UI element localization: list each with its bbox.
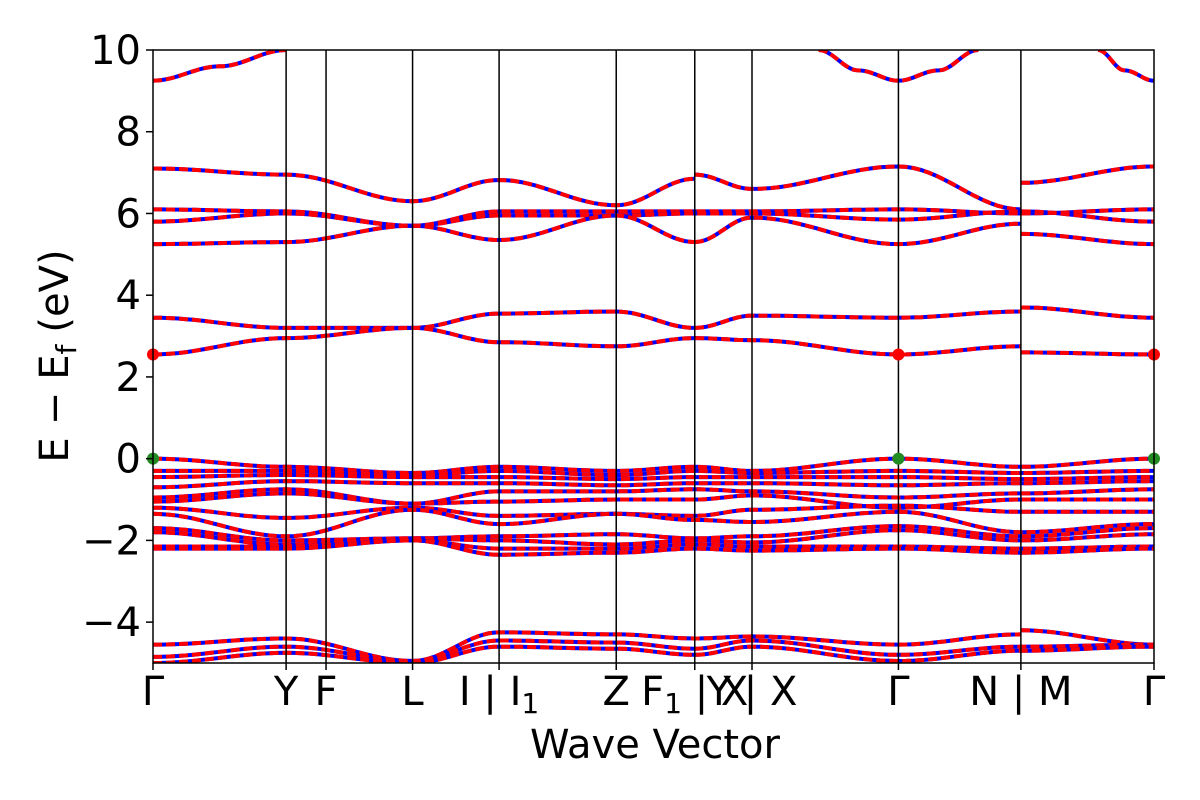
band-line-red-29 xyxy=(153,638,1154,663)
band-line-red-7 xyxy=(153,209,1154,228)
y-axis-label-minus: − xyxy=(32,392,78,426)
y-axis-label-unit: (eV) xyxy=(32,249,78,332)
y-axis-label: E − Ef (eV) xyxy=(32,249,83,462)
x-tick-label-6: F1 | X xyxy=(641,669,748,720)
band-line-red-16 xyxy=(153,468,1154,477)
band-line-blue-11 xyxy=(153,309,1021,330)
band-line-red-21 xyxy=(153,503,1154,520)
band-line-red-20 xyxy=(153,491,1154,510)
band-line-red-10 xyxy=(1020,231,1154,247)
band-line-red-1 xyxy=(818,50,979,83)
band-line-red-5 xyxy=(1020,164,1154,185)
valence-max-marker-1 xyxy=(892,452,905,465)
band-line-red-24 xyxy=(153,528,1154,547)
y-tick-label-0: −4 xyxy=(82,600,141,646)
band-line-red-15 xyxy=(153,456,1154,476)
x-tick-label-1: Y xyxy=(273,669,299,715)
x-tick-label-8: Γ xyxy=(887,669,910,715)
band-line-blue-8 xyxy=(153,213,695,247)
x-tick-label-3: L xyxy=(401,669,424,715)
y-tick-label-7: 10 xyxy=(90,28,141,74)
y-axis-label-sub: f xyxy=(50,343,83,354)
plot-frame xyxy=(152,49,1155,664)
y-tick-label-6: 8 xyxy=(116,110,141,156)
band-line-blue-2 xyxy=(1097,50,1154,83)
band-line-red-11 xyxy=(153,309,1021,330)
x-tick-label-7: Y | X xyxy=(706,669,798,715)
bands-layer xyxy=(153,50,1154,663)
x-tick-label-5: Z xyxy=(603,669,630,715)
band-line-red-9 xyxy=(694,215,1021,247)
band-line-blue-13 xyxy=(153,325,1021,357)
y-tick-label-4: 4 xyxy=(116,273,141,319)
band-line-red-14 xyxy=(1020,350,1154,357)
x-tick-label-10: Γ xyxy=(1143,669,1166,715)
y-axis-label-e2: E xyxy=(32,354,78,379)
x-tick-label-4: I | I1 xyxy=(459,669,539,720)
y-tick-label-1: −2 xyxy=(82,518,141,564)
y-axis-label-e1: E xyxy=(32,437,78,462)
band-line-red-13 xyxy=(153,325,1021,357)
x-tick-label-2: F xyxy=(315,669,338,715)
y-tick-label-5: 6 xyxy=(116,191,141,237)
x-axis-label: Wave Vector xyxy=(530,722,781,768)
high-symmetry-lines xyxy=(285,50,1022,663)
band-line-red-26 xyxy=(153,538,1154,557)
band-line-red-18 xyxy=(153,479,1154,490)
band-line-red-2 xyxy=(1097,50,1154,83)
x-tick-label-9: N | M xyxy=(969,669,1072,715)
extrema-markers xyxy=(147,348,1160,465)
band-line-red-8 xyxy=(153,213,695,247)
band-line-red-17 xyxy=(153,473,1154,482)
band-line-red-12 xyxy=(1020,305,1154,320)
y-tick-label-2: 0 xyxy=(116,437,141,483)
band-line-red-4 xyxy=(694,164,1022,212)
y-axis-ticks: −4 −2 0 2 4 6 8 10 xyxy=(82,28,153,646)
band-line-red-0 xyxy=(153,50,287,83)
x-tick-label-0: Γ xyxy=(142,669,165,715)
band-line-red-30 xyxy=(153,644,1154,663)
band-line-red-3 xyxy=(153,166,695,208)
y-tick-label-3: 2 xyxy=(116,355,141,401)
conduction-min-marker-4 xyxy=(892,348,905,361)
band-line-red-22 xyxy=(153,507,1154,539)
band-line-blue-4 xyxy=(694,164,1022,212)
